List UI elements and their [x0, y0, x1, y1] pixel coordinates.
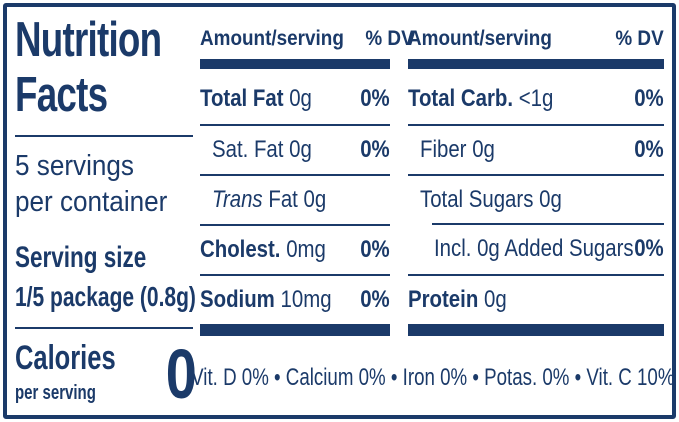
nutrient-name: Incl. 0g Added Sugars	[434, 235, 634, 262]
dv-value: 0%	[634, 235, 664, 262]
nutrient-amount: 10mg	[280, 286, 332, 313]
calories-label: Calories	[15, 339, 116, 377]
calories-row: Calories per serving 0	[15, 335, 197, 413]
nutrient-name: Sodium	[200, 286, 275, 313]
nutrient-row-trans-fat: Trans Fat 0g	[200, 174, 390, 224]
nutrient-row-cholesterol: Cholest. 0mg 0%	[200, 224, 390, 274]
nutrient-amount: 0g	[289, 136, 312, 163]
nutrient-amount: 0g	[483, 286, 507, 313]
calories-divider	[15, 327, 193, 329]
nutrient-row-sodium: Sodium 10mg 0%	[200, 274, 390, 324]
header-separator-bar	[200, 59, 390, 69]
nutrient-amount: 0g	[472, 136, 495, 163]
nutrition-facts-label: Nutrition Facts 5 servings per container…	[3, 3, 676, 419]
calories-value: 0	[165, 335, 197, 413]
nutrient-rows: Total Carb. <1g 0% Fiber 0g 0% Total Sugar…	[408, 74, 664, 324]
calories-labels: Calories per serving	[15, 341, 149, 403]
dv-value: 0%	[634, 136, 664, 163]
servings-unit: per container	[15, 186, 168, 218]
micronutrients-text: Vit. D 0% • Calcium 0% • Iron 0% • Potas…	[191, 364, 675, 391]
nutrient-amount: 0mg	[286, 236, 326, 263]
column-header-amount: Amount/serving	[408, 27, 552, 50]
nutrient-name: Protein	[408, 286, 479, 313]
nutrient-name: Total Carb.	[408, 85, 514, 112]
title-divider	[15, 135, 193, 137]
calories-sublabel: per serving	[15, 382, 96, 404]
dv-value: 0%	[360, 236, 390, 263]
nutrient-row-total-carb: Total Carb. <1g 0%	[408, 74, 664, 124]
title-line1: Nutrition	[15, 13, 162, 67]
dv-value: 0%	[360, 286, 390, 313]
nutrient-name: Total Sugars	[420, 186, 534, 213]
dv-value: 0%	[360, 136, 390, 163]
servings-per-container: 5 servings per container	[15, 148, 184, 220]
column-header-dv: % DV	[615, 27, 664, 50]
micronutrients-line: Vit. D 0% • Calcium 0% • Iron 0% • Potas…	[191, 357, 674, 399]
footer-separator-bar	[200, 324, 390, 336]
footer-separator-bar	[408, 324, 664, 336]
nutrient-rows: Total Fat 0g 0% Sat. Fat 0g 0% Trans Fat 0g…	[200, 74, 390, 324]
nutrient-row-added-sugars: Incl. 0g Added Sugars 0%	[408, 223, 664, 274]
column-header-amount: Amount/serving	[200, 27, 344, 50]
dv-value: 0%	[634, 85, 664, 112]
nutrient-row-total-sugars: Total Sugars 0g	[408, 174, 664, 224]
nutrient-row-fiber: Fiber 0g 0%	[408, 124, 664, 174]
column-header-dv: % DV	[365, 27, 414, 50]
column-header: Amount/serving % DV	[408, 19, 664, 51]
nutrient-amount: 0g	[539, 186, 562, 213]
nutrient-amount: <1g	[518, 85, 554, 112]
nutrient-row-sat-fat: Sat. Fat 0g 0%	[200, 124, 390, 174]
serving-size-value: 1/5 package (0.8g)	[15, 281, 196, 312]
nutrition-facts-title: Nutrition Facts	[15, 13, 210, 123]
nutrient-name: Fiber	[420, 136, 467, 163]
nutrient-name: Trans	[212, 186, 263, 213]
nutrient-name: Sat. Fat	[212, 136, 284, 163]
nutrient-amount: 0g	[289, 85, 312, 112]
serving-size-label: Serving size	[15, 241, 147, 274]
nutrient-name: Cholest.	[200, 236, 281, 263]
nutrient-row-protein: Protein 0g	[408, 274, 664, 324]
nutrient-column-left: Amount/serving % DV Total Fat 0g 0% Sat. …	[200, 19, 414, 336]
dv-value: 0%	[360, 85, 390, 112]
nutrient-name: Total Fat	[200, 85, 284, 112]
nutrient-row-total-fat: Total Fat 0g 0%	[200, 74, 390, 124]
nutrient-column-right: Amount/serving % DV Total Carb. <1g 0% Fi…	[408, 19, 664, 336]
title-line2: Facts	[15, 68, 108, 122]
servings-count: 5 servings	[15, 150, 134, 182]
column-header: Amount/serving % DV	[200, 19, 414, 51]
header-separator-bar	[408, 59, 664, 69]
nutrient-amount: Fat 0g	[268, 186, 327, 213]
